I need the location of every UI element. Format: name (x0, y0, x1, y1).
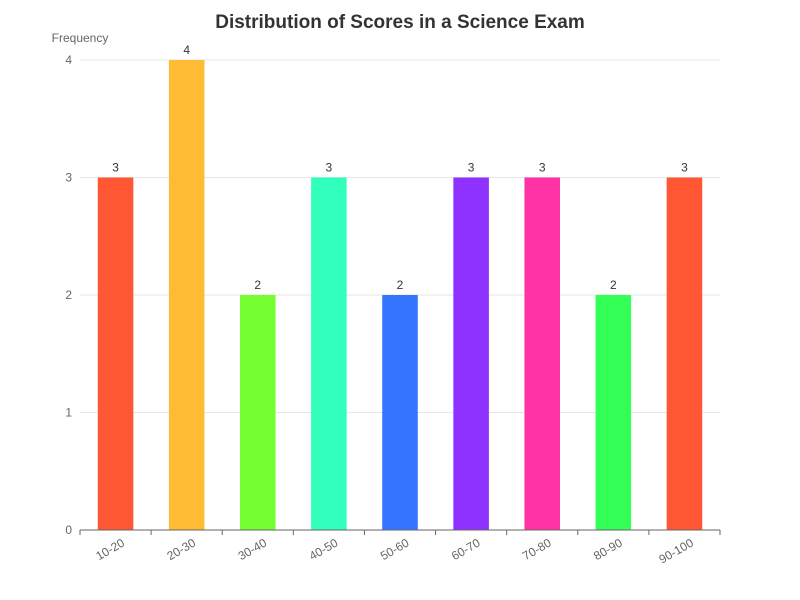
chart-title: Distribution of Scores in a Science Exam (215, 12, 585, 33)
bar-60-70[interactable] (453, 177, 489, 531)
y-tick-label: 4 (65, 53, 72, 67)
y-tick-label: 2 (65, 288, 72, 302)
data-label: 4 (183, 43, 190, 57)
x-tick-label: 80-90 (591, 536, 625, 564)
y-axis-label: Frequency (52, 31, 109, 45)
x-axis: 10-20 20-30 30-40 40-50 50-60 60-70 70-80 80-90… (79, 529, 721, 567)
bar-90-100[interactable] (666, 177, 703, 531)
bar-30-40[interactable] (240, 295, 276, 530)
bar-70-80[interactable] (524, 177, 560, 531)
y-tick-label: 0 (65, 523, 72, 537)
y-tick-label: 1 (65, 406, 72, 420)
x-tick-label: 20-30 (165, 536, 199, 564)
data-label: 3 (112, 161, 119, 175)
data-label: 3 (539, 161, 546, 175)
y-tick-label: 3 (65, 171, 72, 185)
bars (97, 60, 703, 531)
bar-20-30[interactable] (168, 60, 205, 530)
y-axis: 0 1 2 3 4 (65, 53, 72, 537)
data-label: 3 (326, 161, 333, 175)
data-labels: 3 4 2 3 2 3 3 2 3 (112, 43, 688, 292)
bar-10-20[interactable] (97, 177, 134, 531)
data-label: 2 (397, 278, 404, 292)
data-label: 2 (254, 278, 261, 292)
x-tick-label: 60-70 (449, 536, 483, 564)
data-label: 2 (610, 278, 617, 292)
x-tick-label: 90-100 (657, 536, 697, 567)
bar-50-60[interactable] (382, 295, 418, 530)
x-tick-label: 70-80 (520, 536, 554, 564)
x-tick-label: 30-40 (236, 536, 270, 564)
bar-40-50[interactable] (311, 177, 347, 531)
x-tick-label: 50-60 (378, 536, 412, 564)
x-tick-label: 40-50 (307, 536, 341, 564)
data-label: 3 (681, 161, 688, 175)
x-tick-label: 10-20 (93, 536, 127, 564)
bar-80-90[interactable] (595, 295, 632, 530)
data-label: 3 (468, 161, 475, 175)
